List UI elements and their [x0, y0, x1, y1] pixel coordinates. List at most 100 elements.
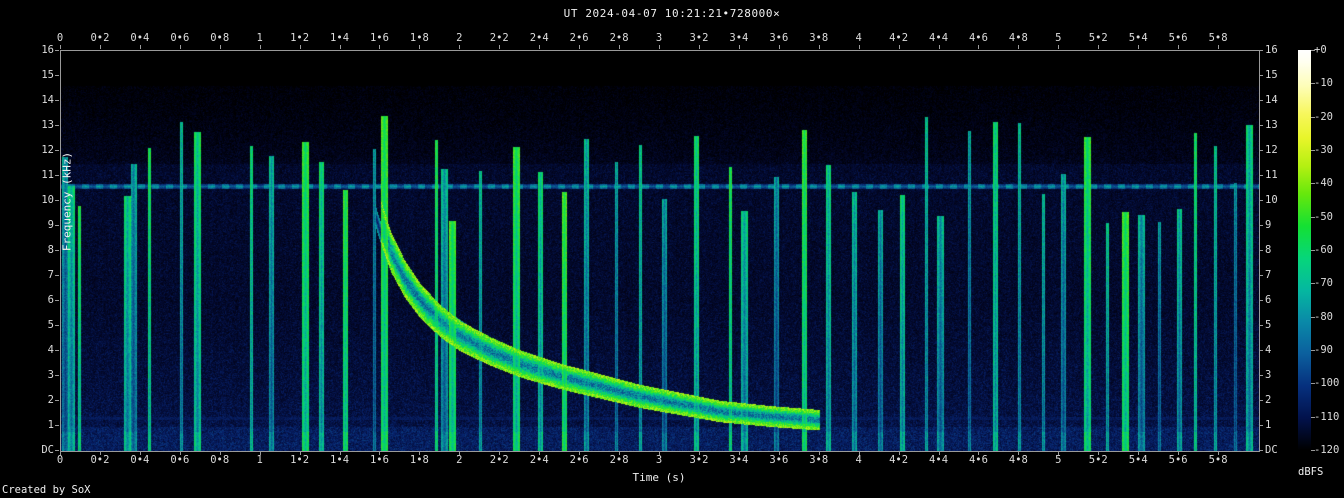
x-axis-tick-mark-bottom	[299, 451, 301, 455]
x-axis-tick-label-top: 1•8	[409, 32, 429, 44]
x-axis-tick-label-bottom: 5•2	[1088, 454, 1108, 466]
colorbar	[1298, 50, 1311, 450]
y-axis-tick-label-left: 12	[41, 144, 54, 156]
y-axis-tick-mark-left	[55, 400, 59, 401]
y-axis-tick-label-right: 9	[1265, 219, 1272, 231]
x-axis-tick-mark-top	[778, 45, 780, 49]
x-axis-tick-mark-bottom	[499, 451, 501, 455]
page-title: UT 2024-04-07 10:21:21•728000×	[563, 7, 781, 20]
spectrogram-image	[61, 51, 1259, 451]
x-axis-tick-mark-bottom	[339, 451, 341, 455]
colorbar-tick-mark	[1311, 316, 1315, 318]
x-axis-tick-label-bottom: 4•2	[889, 454, 909, 466]
x-axis-tick-label-bottom: 3•4	[729, 454, 749, 466]
y-axis-tick-mark-left	[55, 175, 59, 176]
colorbar-unit-label: dBFS	[1298, 466, 1324, 478]
x-axis-tick-label-top: 3•8	[809, 32, 829, 44]
x-axis-tick-mark-bottom	[99, 451, 101, 455]
x-axis-tick-label-top: 5	[1055, 32, 1062, 44]
x-axis-tick-label-bottom: 5•8	[1208, 454, 1228, 466]
x-axis-tick-mark-bottom	[1178, 451, 1180, 455]
x-axis-tick-mark-bottom	[738, 451, 740, 455]
x-axis-tick-label-bottom: 5•4	[1128, 454, 1148, 466]
x-axis-tick-mark-top	[259, 45, 261, 49]
x-axis-tick-label-top: 3•4	[729, 32, 749, 44]
y-axis-tick-label-left: 1	[47, 419, 54, 431]
colorbar-tick-mark	[1311, 250, 1315, 251]
colorbar-tick-mark	[1311, 416, 1315, 418]
x-axis-tick-label-bottom: 1•4	[330, 454, 350, 466]
colorbar-tick-mark	[1311, 350, 1315, 351]
y-axis-tick-mark-right	[1259, 175, 1263, 176]
y-axis-tick-label-left: 5	[47, 319, 54, 331]
x-axis-tick-label-bottom: 2	[456, 454, 463, 466]
colorbar-tick-label: -90	[1314, 344, 1333, 356]
colorbar-tick-mark	[1311, 150, 1315, 151]
x-axis-tick-mark-top	[938, 45, 940, 49]
x-axis-tick-label-bottom: 3•2	[689, 454, 709, 466]
y-axis-tick-label-left: 9	[47, 219, 54, 231]
y-axis-tick-label-left: 2	[47, 394, 54, 406]
colorbar-gradient	[1298, 50, 1311, 450]
y-axis-tick-label-right: 11	[1265, 169, 1278, 181]
y-axis-tick-mark-right	[1259, 450, 1263, 451]
x-axis-tick-mark-top	[379, 45, 381, 49]
y-axis-tick-mark-right	[1259, 300, 1263, 301]
y-axis-tick-label-right: 8	[1265, 244, 1272, 256]
x-axis-tick-label-top: 4	[855, 32, 862, 44]
x-axis-label: Time (s)	[632, 471, 686, 484]
y-axis-tick-mark-left	[55, 375, 59, 376]
x-axis-tick-mark-top	[539, 45, 541, 49]
y-axis-tick-mark-right	[1259, 250, 1263, 251]
y-axis-tick-label-right: 3	[1265, 369, 1272, 381]
x-axis-tick-mark-top	[978, 45, 980, 49]
x-axis-tick-label-top: 0•6	[170, 32, 190, 44]
x-axis-tick-label-top: 2•4	[529, 32, 549, 44]
x-axis-tick-mark-bottom	[619, 451, 621, 455]
y-axis-tick-mark-left	[55, 350, 59, 351]
colorbar-tick-label: -110	[1314, 410, 1340, 423]
colorbar-tick-label: -40	[1314, 177, 1333, 190]
x-axis-tick-mark-top	[60, 45, 61, 49]
x-axis-tick-mark-top	[1138, 45, 1140, 49]
x-axis-tick-label-top: 5•8	[1208, 32, 1228, 44]
y-axis-tick-mark-right	[1259, 275, 1263, 276]
colorbar-tick-label: -100	[1314, 377, 1340, 390]
x-axis-tick-label-bottom: 0•8	[210, 454, 230, 466]
x-axis-tick-mark-top	[99, 45, 101, 49]
x-axis-tick-mark-top	[419, 45, 421, 49]
x-axis-tick-mark-top	[139, 45, 141, 49]
x-axis-tick-mark-top	[898, 45, 900, 49]
x-axis-tick-label-top: 4•6	[968, 32, 988, 44]
y-axis-tick-label-right: DC	[1265, 444, 1278, 456]
x-axis-tick-label-top: 0	[56, 32, 64, 44]
x-axis-tick-mark-bottom	[938, 451, 940, 455]
x-axis-tick-mark-top	[339, 45, 341, 49]
x-axis-tick-label-top: 1•6	[369, 32, 389, 44]
colorbar-tick-label: -10	[1314, 77, 1333, 90]
y-axis-tick-label-right: 12	[1265, 144, 1278, 156]
y-axis-label: Frequency (kHz)	[60, 151, 74, 252]
y-axis-tick-mark-right	[1259, 100, 1263, 101]
x-axis-tick-mark-bottom	[459, 451, 461, 455]
x-axis-tick-mark-bottom	[1058, 451, 1060, 455]
x-axis-tick-mark-top	[459, 45, 461, 49]
colorbar-tick-label: +0	[1314, 44, 1327, 56]
y-axis-tick-mark-right	[1259, 425, 1263, 426]
x-axis-tick-label-top: 0•2	[90, 32, 110, 44]
x-axis-tick-label-top: 1	[256, 32, 263, 44]
x-axis-tick-label-bottom: 1	[256, 454, 263, 466]
spectrogram-plot-area	[60, 50, 1260, 452]
x-axis-tick-label-bottom: 1•8	[409, 454, 429, 466]
y-axis-tick-label-left: 3	[47, 369, 54, 381]
x-axis-tick-mark-top	[1098, 45, 1100, 49]
x-axis-tick-label-bottom: 2•8	[609, 454, 629, 466]
x-axis-tick-mark-top	[1218, 45, 1220, 49]
y-axis-tick-mark-left	[55, 125, 59, 126]
x-axis-tick-mark-bottom	[1098, 451, 1100, 455]
y-axis-tick-mark-left	[55, 325, 59, 326]
colorbar-tick-mark	[1311, 50, 1315, 51]
y-axis-tick-mark-right	[1259, 200, 1263, 201]
y-axis-tick-mark-left	[55, 425, 59, 426]
x-axis-tick-mark-bottom	[379, 451, 381, 455]
